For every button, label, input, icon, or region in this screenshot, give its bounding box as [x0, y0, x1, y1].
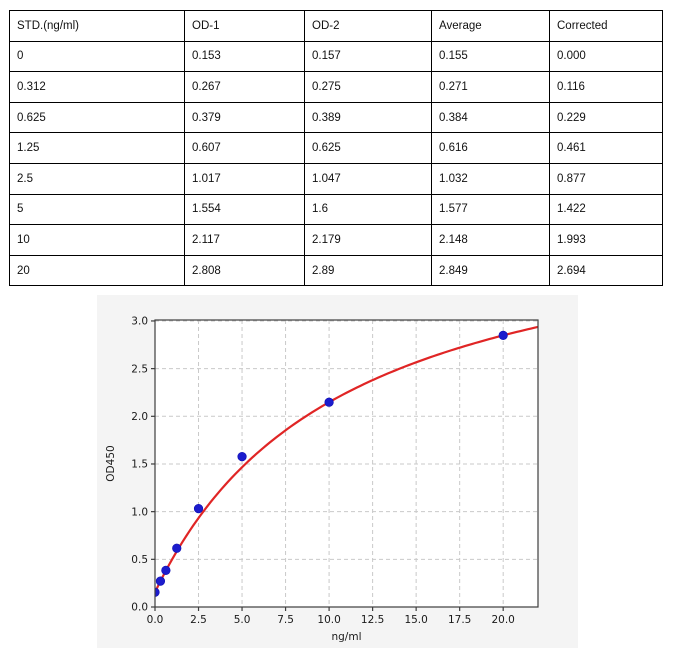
table-cell: 0.607: [184, 132, 305, 164]
table-cell: 0.461: [549, 132, 663, 164]
x-tick-label: 20.0: [491, 614, 514, 626]
chart-canvas: 0.0 2.5 5.0 7.5 10.0 12.5 15.0 17.5 20.0 0.0 0.5 1.…: [105, 316, 539, 643]
y-tick-label: 1.0: [131, 506, 148, 518]
table-body: 0 0.153 0.157 0.155 0.000 0.312 0.267 0.275 0.27…: [9, 40, 663, 287]
column-header: Average: [431, 10, 550, 42]
data-point: [193, 504, 204, 514]
column-header: STD.(ng/ml): [9, 10, 185, 42]
table-cell: 10: [9, 224, 185, 256]
standards-table: STD.(ng/ml) OD-1 OD-2 Average Corrected 0 0.1…: [9, 10, 663, 287]
table-cell: 1.993: [549, 224, 663, 256]
table-cell: 1.032: [431, 162, 550, 195]
table-row: 1.25 0.607 0.625 0.616 0.461: [9, 132, 663, 164]
table-cell: 1.25: [9, 132, 185, 164]
x-tick-label: 7.5: [277, 614, 294, 626]
table-cell: 0.116: [549, 71, 663, 103]
table-cell: 0.625: [304, 132, 432, 164]
table-cell: 2.179: [304, 224, 432, 256]
x-tick-label: 12.5: [361, 614, 384, 626]
table-cell: 2.808: [184, 254, 305, 287]
table-cell: 2.117: [184, 224, 305, 256]
table-cell: 0.153: [184, 40, 305, 73]
table-row: 0.312 0.267 0.275 0.271 0.116: [9, 71, 663, 103]
data-point: [498, 330, 508, 340]
table-cell: 0.275: [304, 71, 432, 103]
table-row: 10 2.117 2.179 2.148 1.993: [9, 224, 663, 256]
y-tick-label: 0.0: [131, 602, 148, 614]
table-cell: 0.877: [549, 162, 663, 195]
data-point: [324, 397, 334, 407]
data-point: [172, 543, 182, 553]
table-cell: 2.694: [549, 254, 663, 287]
table-cell: 0: [9, 40, 185, 73]
table-cell: 5: [9, 193, 185, 226]
column-header: Corrected: [549, 10, 663, 42]
table-cell: 1.6: [304, 193, 432, 226]
table-row: 0.625 0.379 0.389 0.384 0.229: [9, 101, 663, 134]
table-header-row: STD.(ng/ml) OD-1 OD-2 Average Corrected: [9, 10, 663, 42]
table-row: 20 2.808 2.89 2.849 2.694: [9, 254, 663, 287]
table-cell: 2.5: [9, 162, 185, 195]
standard-curve-chart: 0.0 2.5 5.0 7.5 10.0 12.5 15.0 17.5 20.0 0.0 0.5 1.…: [97, 295, 578, 648]
x-tick-label: 0.0: [147, 614, 164, 626]
table-cell: 0.384: [431, 101, 550, 134]
x-tick-label: 5.0: [234, 614, 251, 626]
table-cell: 0.157: [304, 40, 432, 73]
table-cell: 20: [9, 254, 185, 287]
column-header: OD-1: [184, 10, 305, 42]
fit-curve: [155, 325, 538, 594]
column-header: OD-2: [304, 10, 432, 42]
table-cell: 1.577: [431, 193, 550, 226]
table-cell: 1.047: [304, 162, 432, 195]
table-cell: 0.271: [431, 71, 550, 103]
y-tick-label: 0.5: [131, 554, 148, 566]
y-tick-label: 1.5: [131, 459, 148, 471]
table-cell: 0.229: [549, 101, 663, 134]
x-tick-label: 17.5: [448, 614, 471, 626]
table-cell: 0.312: [9, 71, 185, 103]
table-cell: 1.554: [184, 193, 305, 226]
table-cell: 0.000: [549, 40, 663, 73]
data-point: [237, 452, 247, 462]
x-tick-label: 15.0: [404, 614, 427, 626]
table-cell: 2.849: [431, 254, 550, 287]
y-tick-label: 2.5: [131, 363, 148, 375]
table-cell: 0.389: [304, 101, 432, 134]
data-point: [155, 576, 166, 586]
x-axis-label: ng/ml: [331, 631, 361, 643]
table-row: 2.5 1.017 1.047 1.032 0.877: [9, 162, 663, 195]
table-cell: 0.379: [184, 101, 305, 134]
table-row: 5 1.554 1.6 1.577 1.422: [9, 193, 663, 226]
table-cell: 0.155: [431, 40, 550, 73]
y-tick-label: 2.0: [131, 411, 148, 423]
table-cell: 2.89: [304, 254, 432, 287]
table-cell: 0.625: [9, 101, 185, 134]
y-tick-label: 3.0: [131, 316, 148, 328]
table-row: 0 0.153 0.157 0.155 0.000: [9, 40, 663, 73]
x-tick-label: 10.0: [317, 614, 340, 626]
data-point: [161, 565, 171, 575]
table-cell: 1.017: [184, 162, 305, 195]
x-tick-label: 2.5: [190, 614, 207, 626]
y-axis-label: OD450: [105, 445, 117, 481]
table-cell: 0.267: [184, 71, 305, 103]
table-cell: 2.148: [431, 224, 550, 256]
table-cell: 0.616: [431, 132, 550, 164]
table-cell: 1.422: [549, 193, 663, 226]
